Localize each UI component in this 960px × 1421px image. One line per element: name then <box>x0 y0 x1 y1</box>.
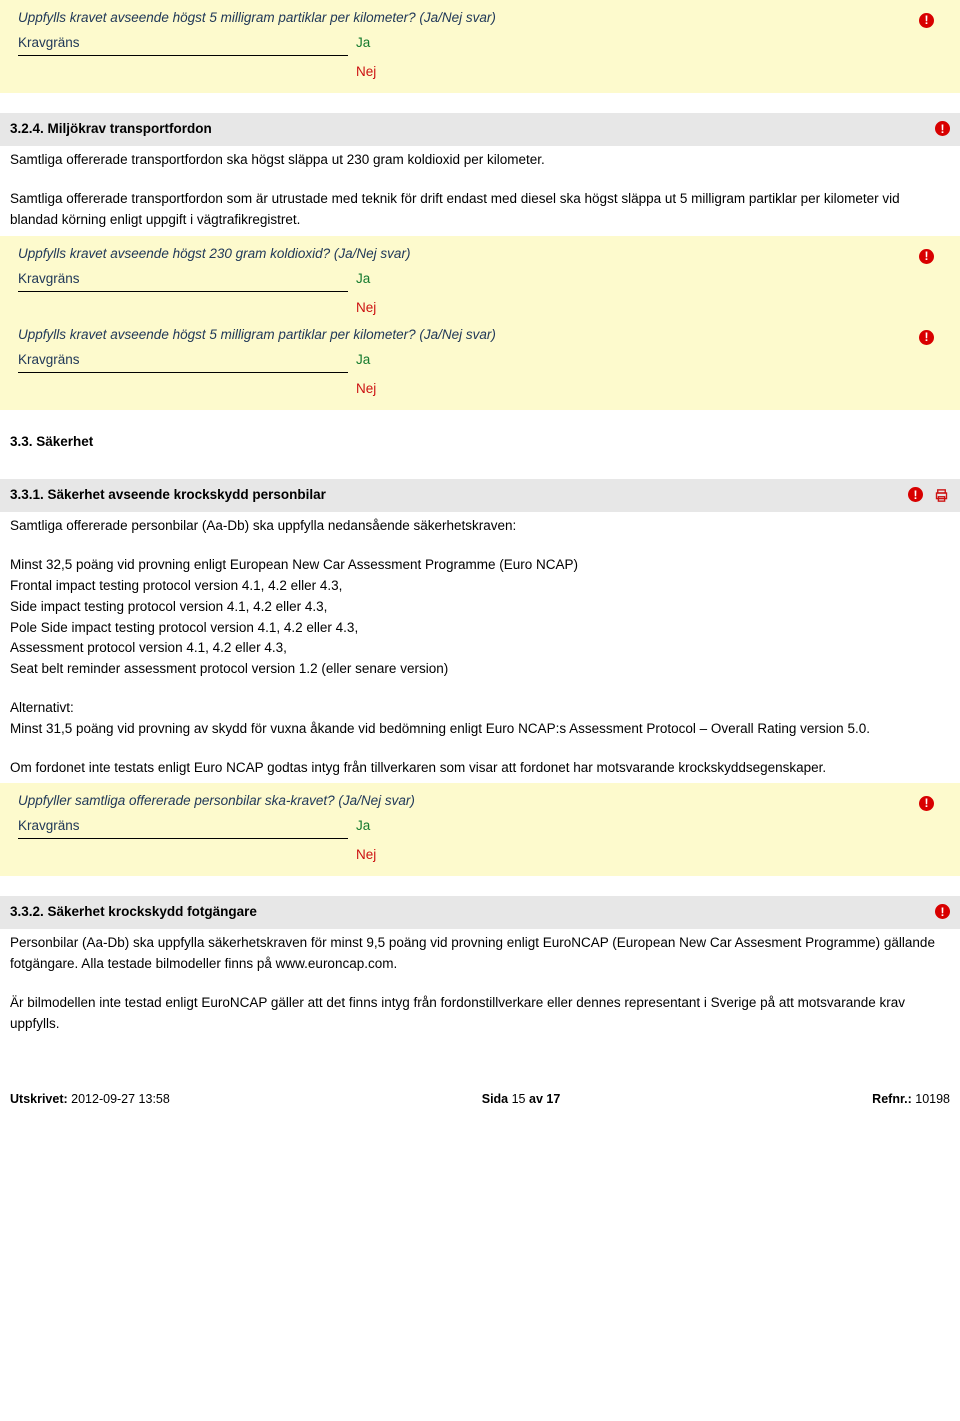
section-title: 3.3.1. Säkerhet avseende krockskydd pers… <box>10 485 908 506</box>
answer-ja: Ja <box>348 816 370 839</box>
section-title: 3.2.4. Miljökrav transportfordon <box>10 119 935 140</box>
answer-ja: Ja <box>348 350 370 373</box>
kravgrans-row: Kravgräns Ja <box>18 33 942 56</box>
section-33-header: 3.3. Säkerhet <box>0 410 960 459</box>
kravgrans-label: Kravgräns <box>18 350 348 373</box>
alert-icon: ! <box>919 10 934 31</box>
footer-value: 17 <box>546 1092 560 1106</box>
alert-icon: ! <box>919 793 934 814</box>
alert-icon: ! <box>908 485 923 506</box>
kravgrans-label: Kravgräns <box>18 33 348 56</box>
kravgrans-row: Kravgräns Ja <box>18 350 942 373</box>
paragraph: Samtliga offererade personbilar (Aa-Db) … <box>10 516 950 537</box>
paragraph: Alternativt: <box>10 698 950 719</box>
kravgrans-label: Kravgräns <box>18 269 348 292</box>
footer-value: 15 <box>512 1092 526 1106</box>
section-324-header: 3.2.4. Miljökrav transportfordon ! <box>0 113 960 146</box>
paragraph: Minst 32,5 poäng vid provning enligt Eur… <box>10 555 950 576</box>
paragraph: Samtliga offererade transportfordon som … <box>10 189 950 231</box>
footer-value: 10198 <box>912 1092 950 1106</box>
footer-right: Refnr.: 10198 <box>872 1090 950 1109</box>
footer-label: Utskrivet: <box>10 1092 68 1106</box>
paragraph: Seat belt reminder assessment protocol v… <box>10 659 950 680</box>
question-text: Uppfylls kravet avseende högst 5 milligr… <box>18 325 942 346</box>
section-331-body: Samtliga offererade personbilar (Aa-Db) … <box>0 512 960 779</box>
page-footer: Utskrivet: 2012-09-27 13:58 Sida 15 av 1… <box>0 1052 960 1117</box>
paragraph: Personbilar (Aa-Db) ska uppfylla säkerhe… <box>10 933 950 975</box>
section-title: 3.3.2. Säkerhet krockskydd fotgängare <box>10 902 935 923</box>
question-label: Uppfylls kravet avseende högst 230 gram … <box>18 246 410 261</box>
footer-mid: Sida 15 av 17 <box>482 1090 561 1109</box>
section-332-header: 3.3.2. Säkerhet krockskydd fotgängare ! <box>0 896 960 929</box>
answer-nej: Nej <box>356 379 942 400</box>
question-block-1: Uppfylls kravet avseende högst 5 milligr… <box>0 0 960 93</box>
footer-label: av <box>526 1092 547 1106</box>
question-label: Uppfylls kravet avseende högst 5 milligr… <box>18 327 496 342</box>
paragraph: Om fordonet inte testats enligt Euro NCA… <box>10 758 950 779</box>
paragraph: Assessment protocol version 4.1, 4.2 ell… <box>10 638 950 659</box>
footer-left: Utskrivet: 2012-09-27 13:58 <box>10 1090 170 1109</box>
question-block-331: Uppfyller samtliga offererade personbila… <box>0 783 960 876</box>
question-text: Uppfylls kravet avseende högst 5 milligr… <box>18 8 942 29</box>
alert-icon: ! <box>935 119 950 140</box>
paragraph: Är bilmodellen inte testad enligt EuroNC… <box>10 993 950 1035</box>
section-332-body: Personbilar (Aa-Db) ska uppfylla säkerhe… <box>0 929 960 1035</box>
print-icon[interactable] <box>933 488 950 503</box>
question-text: Uppfyller samtliga offererade personbila… <box>18 791 942 812</box>
footer-value: 2012-09-27 13:58 <box>68 1092 170 1106</box>
alert-icon: ! <box>919 246 934 267</box>
alert-icon: ! <box>935 902 950 923</box>
kravgrans-label: Kravgräns <box>18 816 348 839</box>
question-label: Uppfylls kravet avseende högst 5 milligr… <box>18 10 496 25</box>
paragraph: Frontal impact testing protocol version … <box>10 576 950 597</box>
paragraph: Side impact testing protocol version 4.1… <box>10 597 950 618</box>
footer-label: Sida <box>482 1092 512 1106</box>
kravgrans-row: Kravgräns Ja <box>18 269 942 292</box>
answer-ja: Ja <box>348 269 370 292</box>
answer-ja: Ja <box>348 33 370 56</box>
kravgrans-row: Kravgräns Ja <box>18 816 942 839</box>
answer-nej: Nej <box>356 62 942 83</box>
paragraph: Samtliga offererade transportfordon ska … <box>10 150 950 171</box>
answer-nej: Nej <box>356 845 942 866</box>
section-324-body: Samtliga offererade transportfordon ska … <box>0 146 960 231</box>
question-block-324-1: Uppfylls kravet avseende högst 230 gram … <box>0 236 960 410</box>
alert-icon: ! <box>919 327 934 348</box>
paragraph: Pole Side impact testing protocol versio… <box>10 618 950 639</box>
answer-nej: Nej <box>356 298 942 319</box>
footer-label: Refnr.: <box>872 1092 912 1106</box>
question-text: Uppfylls kravet avseende högst 230 gram … <box>18 244 942 265</box>
paragraph: Minst 31,5 poäng vid provning av skydd f… <box>10 719 950 740</box>
section-331-header: 3.3.1. Säkerhet avseende krockskydd pers… <box>0 479 960 512</box>
question-label: Uppfyller samtliga offererade personbila… <box>18 793 415 808</box>
